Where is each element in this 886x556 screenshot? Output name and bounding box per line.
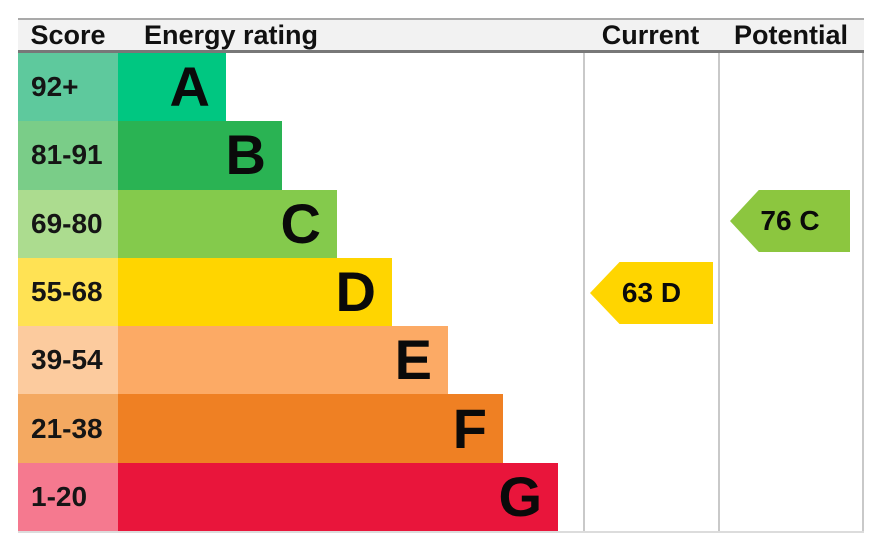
rating-bar-c: C — [118, 189, 337, 258]
band-row-d: 55-68 D — [18, 257, 864, 327]
chart-frame: Score Energy rating Current Potential 92… — [18, 18, 864, 533]
band-letter-d: D — [335, 259, 376, 323]
current-column-header: Current — [601, 20, 700, 50]
potential-column-divider — [718, 20, 720, 531]
score-cell-a: 92+ — [18, 53, 118, 122]
rating-bar-a: A — [118, 53, 226, 122]
score-cell-c: 69-80 — [18, 189, 118, 258]
band-letter-a: A — [169, 55, 210, 119]
band-row-e: 39-54 E — [18, 326, 864, 395]
score-cell-g: 1-20 — [18, 462, 118, 531]
current-rating-arrow: 63 D — [590, 262, 713, 324]
band-row-a: 92+ A — [18, 53, 864, 122]
band-rows: 92+ A 81-91 B 69-80 C 55-68 D 39-54 E 21… — [18, 53, 864, 531]
score-cell-e: 39-54 — [18, 326, 118, 395]
score-cell-b: 81-91 — [18, 121, 118, 190]
band-row-f: 21-38 F — [18, 394, 864, 463]
energy-rating-column-header: Energy rating — [144, 20, 319, 50]
band-letter-b: B — [225, 123, 266, 187]
right-border — [862, 20, 864, 531]
band-row-b: 81-91 B — [18, 121, 864, 190]
band-letter-g: G — [498, 464, 542, 528]
rating-bar-b: B — [118, 121, 282, 190]
score-cell-f: 21-38 — [18, 394, 118, 463]
score-cell-d: 55-68 — [18, 257, 118, 327]
band-letter-f: F — [452, 396, 487, 460]
bottom-border — [18, 531, 864, 533]
rating-bar-f: F — [118, 394, 503, 463]
potential-rating-arrow: 76 C — [730, 190, 850, 252]
header-row: Score Energy rating Current Potential — [18, 20, 864, 53]
rating-bar-g: G — [118, 462, 558, 531]
band-row-g: 1-20 G — [18, 462, 864, 531]
band-letter-e: E — [394, 328, 432, 392]
potential-column-header: Potential — [733, 20, 848, 50]
band-letter-c: C — [280, 191, 321, 255]
rating-bar-d: D — [118, 257, 392, 327]
band-row-c: 69-80 C — [18, 189, 864, 258]
score-column-header: Score — [30, 20, 106, 50]
current-column-divider — [583, 20, 585, 531]
rating-bar-e: E — [118, 326, 448, 395]
top-border — [18, 18, 864, 20]
